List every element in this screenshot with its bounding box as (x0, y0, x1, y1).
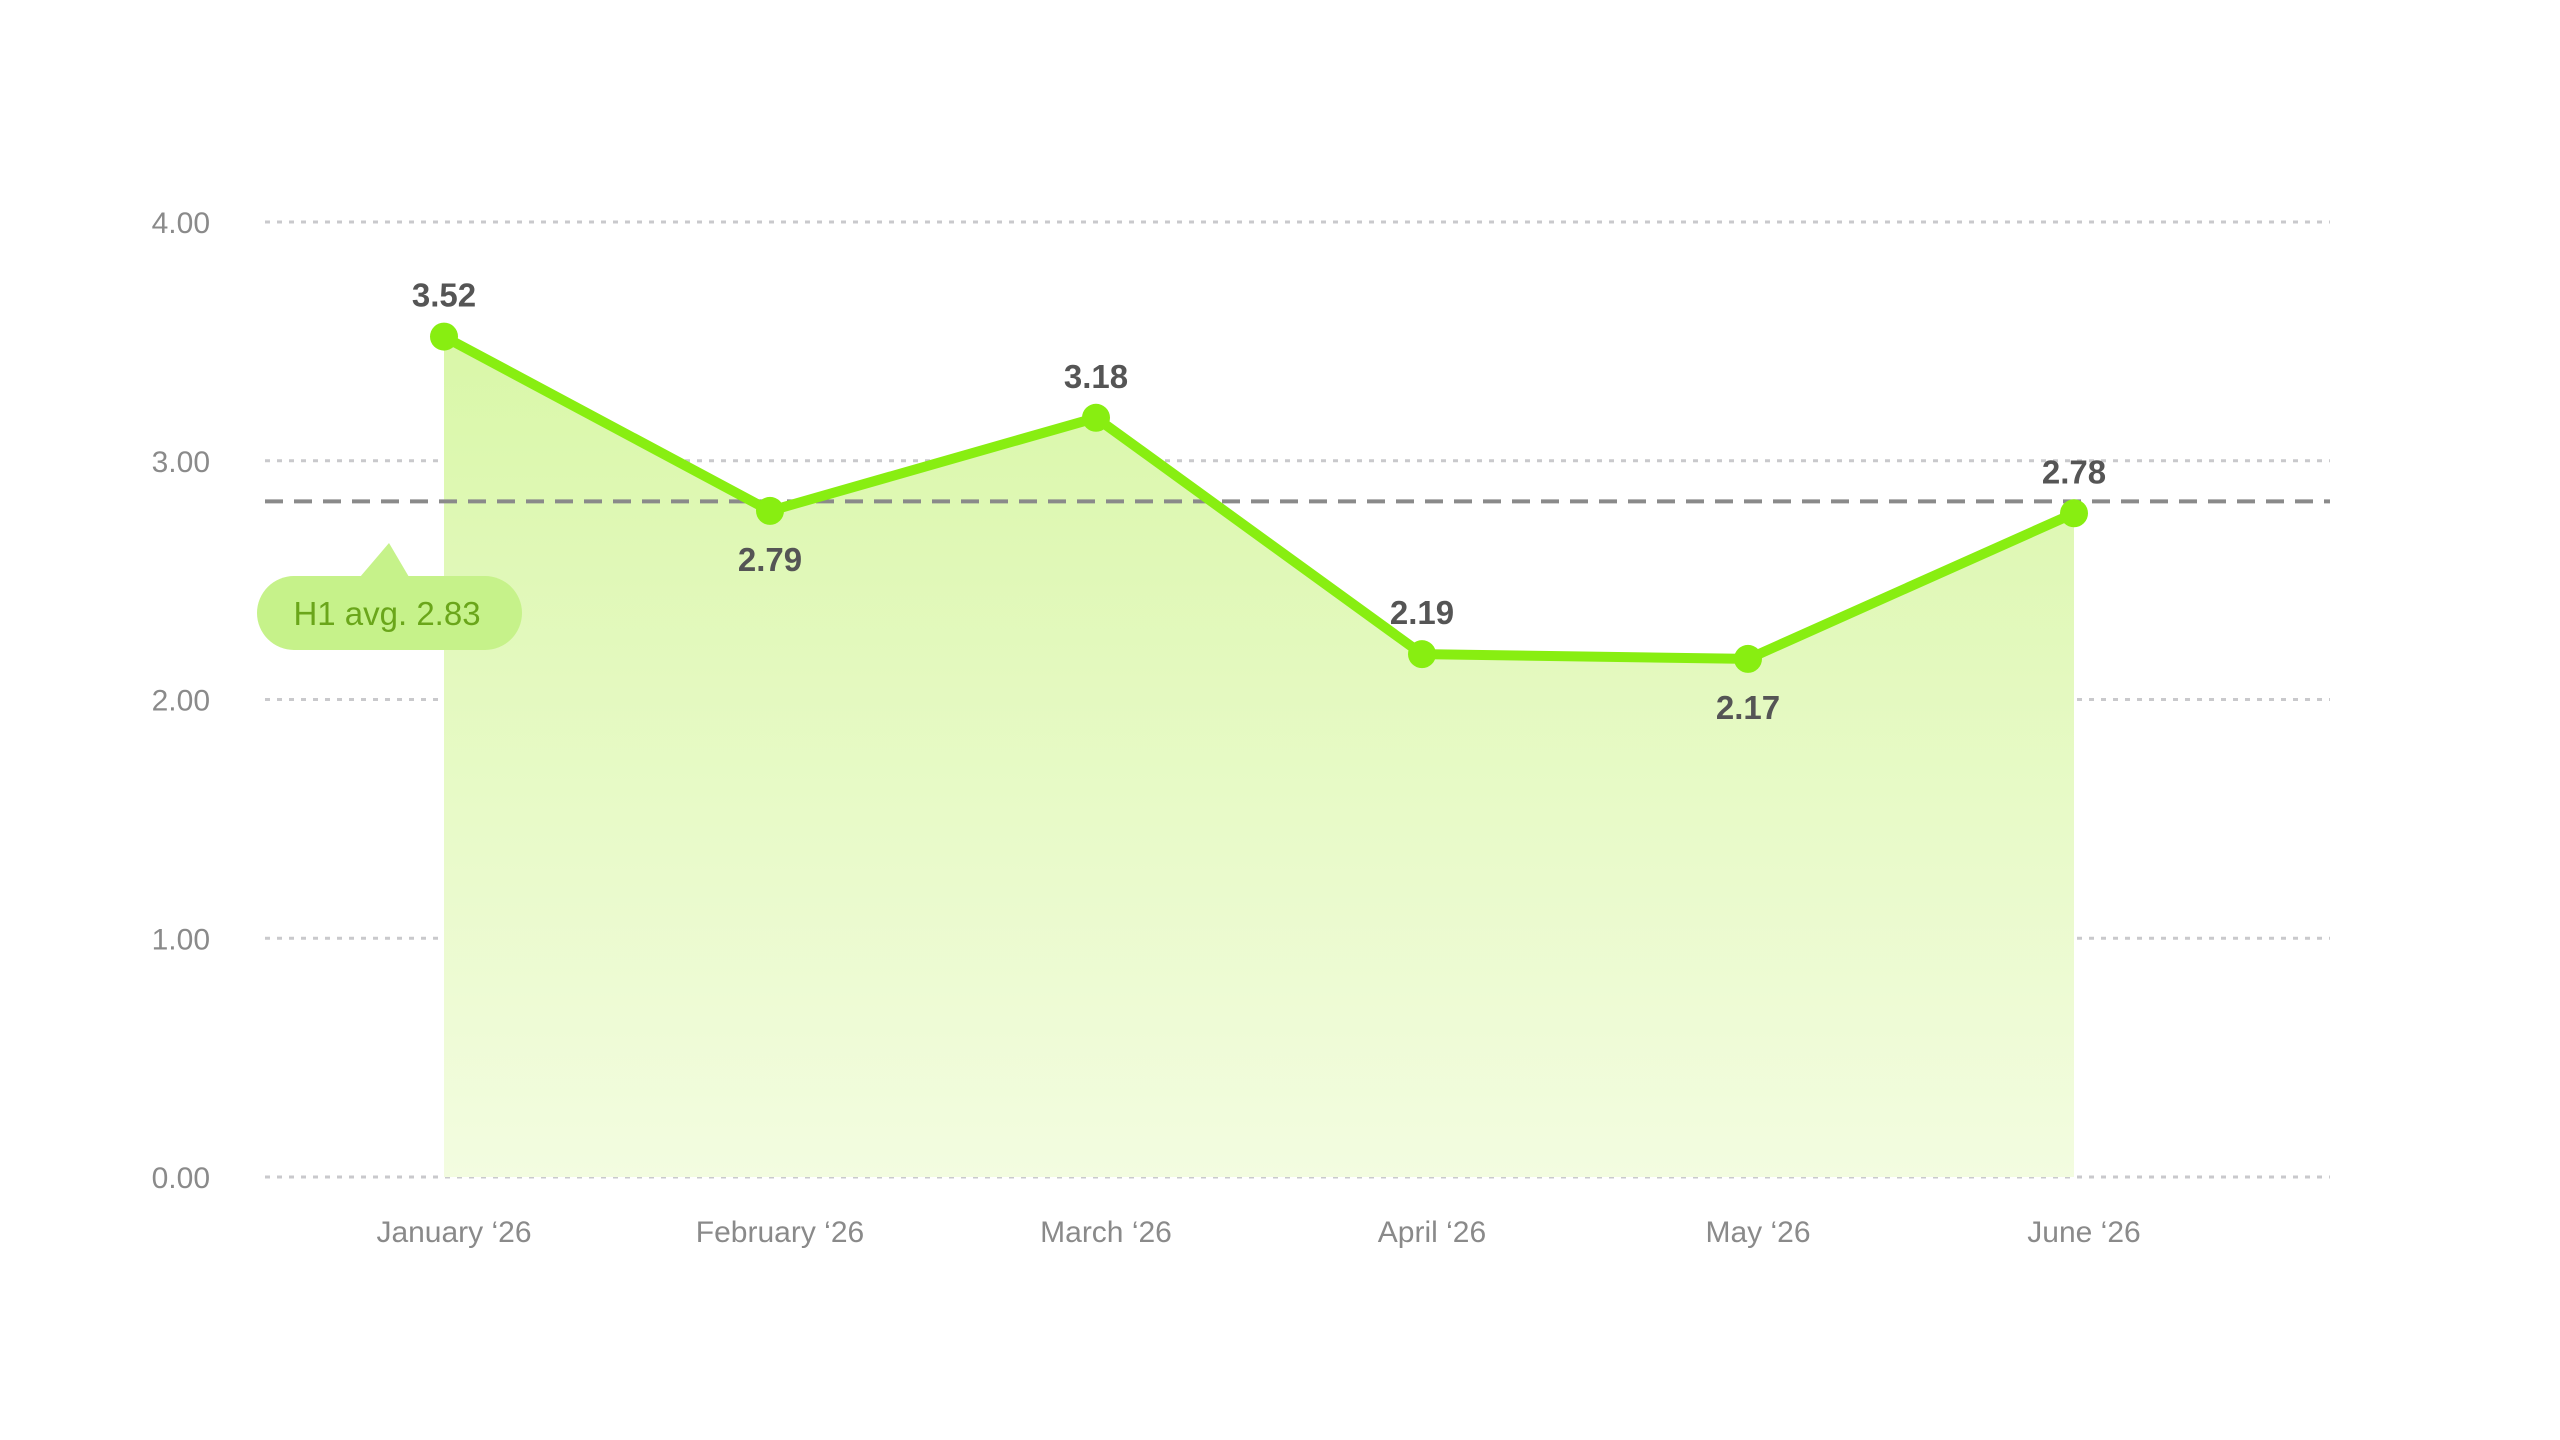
area-fill (444, 336, 2074, 1178)
x-tick-label: February ‘26 (696, 1216, 864, 1249)
data-label: 2.17 (1716, 689, 1780, 726)
data-point (2060, 499, 2088, 528)
data-label: 3.52 (412, 277, 476, 314)
y-tick-label: 3.00 (152, 446, 210, 479)
badge-pointer (360, 543, 409, 577)
x-tick-label: June ‘26 (2027, 1216, 2140, 1249)
average-label: H1 avg. 2.83 (293, 595, 480, 632)
data-point (756, 496, 784, 525)
badge-body (257, 576, 522, 650)
data-label: 3.18 (1064, 358, 1128, 395)
series-line (439, 331, 2079, 664)
x-tick-label: January ‘26 (376, 1216, 531, 1249)
x-tick-label: April ‘26 (1378, 1216, 1486, 1249)
y-tick-label: 0.00 (152, 1162, 210, 1195)
data-label: 2.79 (738, 541, 802, 578)
x-tick-label: March ‘26 (1040, 1216, 1172, 1249)
y-tick-label: 4.00 (152, 207, 210, 240)
y-tick-label: 1.00 (152, 923, 210, 956)
data-label: 2.78 (2042, 453, 2106, 490)
y-tick-label: 2.00 (152, 685, 210, 718)
data-label: 2.19 (1390, 594, 1454, 631)
average-badge: H1 avg. 2.83 (257, 543, 522, 650)
data-point (1408, 640, 1436, 669)
data-point (1082, 403, 1110, 432)
data-point (1734, 644, 1762, 673)
data-point (430, 322, 458, 351)
x-tick-label: May ‘26 (1705, 1216, 1810, 1249)
